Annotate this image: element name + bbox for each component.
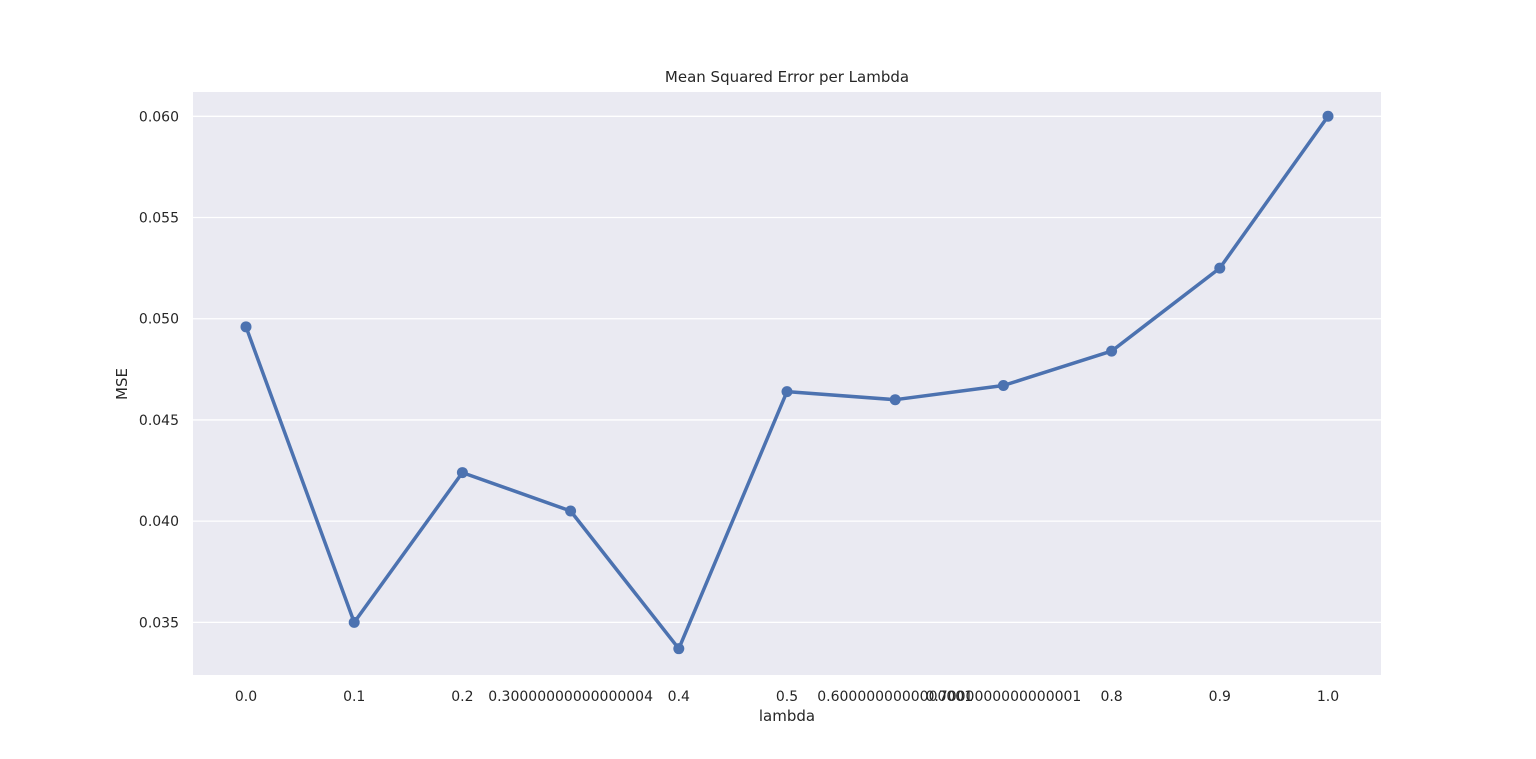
data-point xyxy=(997,380,1009,392)
data-point xyxy=(781,386,793,398)
chart-title: Mean Squared Error per Lambda xyxy=(665,68,909,86)
data-point xyxy=(1214,262,1226,274)
x-axis-label: lambda xyxy=(759,707,815,725)
y-tick-label: 0.055 xyxy=(139,211,179,227)
y-tick-label: 0.035 xyxy=(139,615,179,631)
y-tick-label: 0.045 xyxy=(139,413,179,429)
y-tick-label: 0.050 xyxy=(139,312,179,328)
data-point xyxy=(348,616,360,628)
x-tick-label: 0.7000000000000001 xyxy=(925,689,1081,705)
data-points xyxy=(240,110,1334,655)
x-tick-label: 0.4 xyxy=(668,689,690,705)
x-tick-label: 0.1 xyxy=(343,689,365,705)
x-axis-ticks: 0.0 0.1 0.2 0.30000000000000004 0.4 0.5 0.6000… xyxy=(235,689,1339,705)
x-tick-label: 0.5 xyxy=(776,689,798,705)
y-tick-label: 0.060 xyxy=(139,109,179,125)
data-point xyxy=(456,467,468,479)
x-tick-label: 0.30000000000000004 xyxy=(488,689,653,705)
x-tick-label: 0.6000000000000001 xyxy=(817,689,973,705)
data-point xyxy=(889,394,901,406)
grid-lines xyxy=(193,115,1381,624)
data-point xyxy=(673,643,685,655)
data-point xyxy=(1106,345,1118,357)
data-point xyxy=(1322,110,1334,122)
x-tick-label: 0.0 xyxy=(235,689,257,705)
x-tick-label: 0.8 xyxy=(1100,689,1122,705)
data-point xyxy=(565,505,577,517)
x-tick-label: 1.0 xyxy=(1317,689,1339,705)
y-tick-label: 0.040 xyxy=(139,514,179,530)
plot-area xyxy=(193,92,1381,675)
y-axis-label: MSE xyxy=(113,368,131,400)
y-axis-ticks: 0.035 0.040 0.045 0.050 0.055 0.060 xyxy=(139,109,179,631)
data-point xyxy=(240,321,252,333)
x-tick-label: 0.9 xyxy=(1209,689,1231,705)
x-tick-label: 0.2 xyxy=(451,689,473,705)
